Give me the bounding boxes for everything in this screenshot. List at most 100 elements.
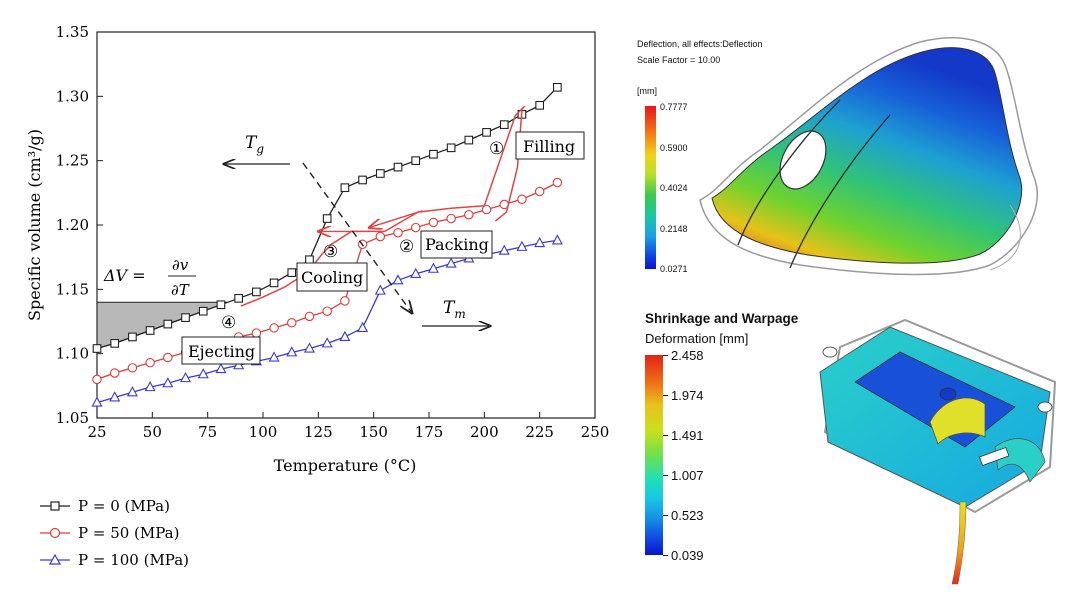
data-point bbox=[375, 169, 385, 178]
data-point bbox=[393, 162, 403, 172]
data-point bbox=[358, 175, 367, 185]
deflection-scale-factor: Scale Factor = 10.00 bbox=[637, 55, 721, 65]
data-point bbox=[427, 262, 439, 273]
deformation-tick-3: 1.491 bbox=[671, 428, 704, 443]
pvt-chart: Tg Tm ΔV = ∂v ∂T ① Filling ② Packing ③ C… bbox=[25, 23, 610, 569]
data-point bbox=[322, 214, 332, 223]
x-tick-label: 100 bbox=[249, 423, 278, 441]
x-tick-label: 225 bbox=[525, 423, 554, 441]
ejecting-number: ④ bbox=[221, 313, 236, 333]
y-tick-label: 1.15 bbox=[56, 280, 89, 298]
data-point bbox=[321, 337, 333, 348]
cooling-number: ③ bbox=[323, 242, 338, 262]
data-point bbox=[340, 183, 350, 193]
y-axis-title: Specific volume (cm³/g) bbox=[25, 129, 44, 321]
data-point bbox=[234, 293, 244, 303]
data-point bbox=[252, 287, 261, 297]
data-point bbox=[287, 268, 297, 277]
x-tick-label: 150 bbox=[359, 423, 388, 441]
filling-box bbox=[515, 131, 585, 160]
data-point bbox=[499, 120, 509, 129]
deflection-colorbar bbox=[645, 106, 656, 269]
legend-item-p100: P = 100 (MPa) bbox=[40, 551, 189, 569]
data-point bbox=[304, 311, 315, 322]
series-0 bbox=[92, 82, 562, 353]
x-tick-label: 200 bbox=[470, 423, 499, 441]
data-point bbox=[482, 128, 491, 137]
data-point bbox=[144, 380, 156, 392]
data-point bbox=[163, 319, 173, 329]
x-tick-label: 25 bbox=[87, 423, 106, 441]
deformation-colorbar bbox=[645, 355, 663, 555]
data-point bbox=[109, 368, 120, 378]
data-point bbox=[322, 306, 332, 316]
data-point bbox=[181, 313, 190, 322]
data-point bbox=[481, 204, 492, 215]
data-point bbox=[91, 396, 103, 407]
data-point bbox=[110, 339, 120, 348]
data-point bbox=[498, 244, 510, 255]
data-point bbox=[92, 374, 102, 385]
data-point bbox=[410, 222, 421, 233]
tick-labels: 25 50 75 100 125 150 175 200 225 250 1.05 1.10 1.15 1… bbox=[56, 23, 610, 441]
x-axis-title: Temperature (°C) bbox=[274, 456, 417, 475]
data-point bbox=[374, 284, 386, 295]
y-tick-label: 1.05 bbox=[56, 409, 89, 427]
packing-arrow bbox=[369, 210, 423, 228]
legend: P = 0 (MPa) P = 50 (MPa) P = 100 (MPa) bbox=[40, 497, 189, 569]
svg-text:P = 0 (MPa): P = 0 (MPa) bbox=[78, 497, 170, 515]
data-point bbox=[340, 296, 350, 306]
transition-dashed-line bbox=[302, 162, 412, 313]
packing-number: ② bbox=[399, 237, 414, 257]
deflection-tick-3: 0.4024 bbox=[660, 183, 688, 193]
data-point bbox=[128, 332, 137, 342]
colorbar-tick-mark bbox=[663, 395, 668, 396]
data-point bbox=[197, 368, 209, 379]
data-point bbox=[552, 177, 563, 188]
delta-v-denominator: ∂T bbox=[171, 281, 190, 299]
data-point bbox=[429, 149, 438, 159]
deformation-tick-1: 2.458 bbox=[671, 348, 704, 363]
data-point bbox=[428, 217, 439, 228]
data-point bbox=[145, 357, 155, 368]
colorbar-tick-mark bbox=[663, 555, 668, 556]
data-point bbox=[553, 82, 562, 92]
tm-label: Tm bbox=[443, 298, 466, 321]
x-tick-label: 250 bbox=[581, 423, 610, 441]
data-point bbox=[251, 328, 262, 338]
legend-item-p50: P = 50 (MPa) bbox=[40, 524, 179, 542]
deformation-tick-5: 0.523 bbox=[671, 508, 704, 523]
delta-v-lhs: ΔV = bbox=[103, 266, 146, 285]
x-tick-label: 125 bbox=[304, 423, 333, 441]
deflection-tick-4: 0.2148 bbox=[660, 224, 688, 234]
colorbar-tick-mark bbox=[663, 515, 668, 516]
packing-label: Packing bbox=[425, 235, 489, 254]
data-point bbox=[269, 323, 279, 333]
tg-label: Tg bbox=[245, 133, 264, 156]
data-point bbox=[445, 257, 457, 268]
data-point bbox=[517, 194, 527, 205]
colorbar-tick-mark bbox=[663, 435, 668, 436]
data-point bbox=[126, 386, 138, 397]
deflection-unit: [mm] bbox=[637, 86, 657, 96]
data-point bbox=[287, 318, 297, 328]
axis-ticks bbox=[96, 31, 596, 419]
cooling-box bbox=[296, 262, 368, 292]
x-tick-label: 75 bbox=[198, 423, 217, 441]
data-point bbox=[198, 306, 208, 316]
data-point bbox=[216, 300, 226, 310]
data-point bbox=[145, 326, 155, 335]
y-tick-label: 1.35 bbox=[56, 23, 89, 41]
data-point bbox=[375, 231, 386, 242]
data-point bbox=[393, 227, 403, 238]
mouse-shell-deflection-render bbox=[699, 37, 1038, 276]
y-tick-label: 1.20 bbox=[56, 216, 89, 234]
data-point bbox=[268, 351, 280, 362]
data-point bbox=[411, 156, 421, 166]
x-tick-label: 50 bbox=[143, 423, 162, 441]
data-point bbox=[464, 209, 474, 220]
deformation-tick-4: 1.007 bbox=[671, 468, 704, 483]
colorbar-tick-mark bbox=[663, 355, 668, 356]
delta-v-numerator: ∂v bbox=[172, 256, 189, 274]
svg-text:P = 50 (MPa): P = 50 (MPa) bbox=[78, 524, 179, 542]
